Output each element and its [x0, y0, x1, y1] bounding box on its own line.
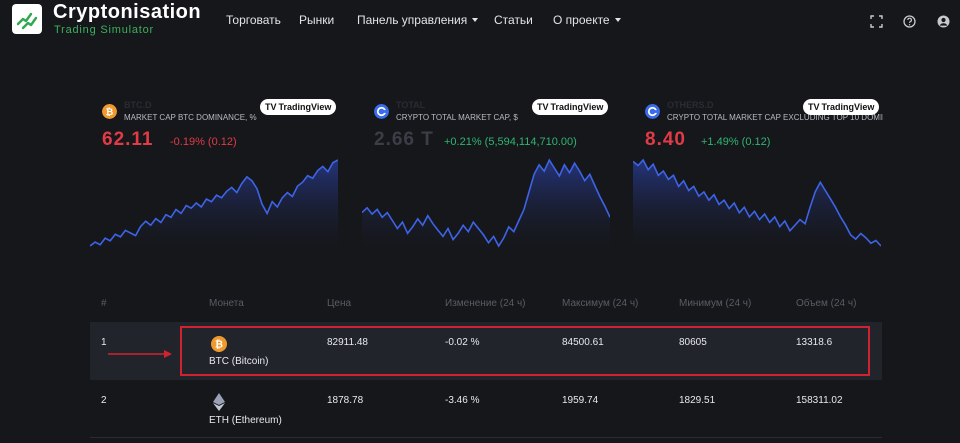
- svg-text:₿: ₿: [215, 339, 223, 351]
- widget-symbol: BTC.D: [124, 100, 152, 110]
- header-coin[interactable]: Монета: [209, 298, 244, 309]
- nav-dashboard[interactable]: Панель управления: [357, 13, 479, 27]
- chart-line: [362, 158, 610, 248]
- chart-line: [633, 158, 881, 247]
- header-change[interactable]: Изменение (24 ч): [445, 298, 526, 309]
- chart-area: [633, 160, 881, 252]
- chart-line: [90, 159, 338, 247]
- fullscreen-icon[interactable]: [870, 15, 883, 28]
- svg-text:₿: ₿: [106, 107, 114, 118]
- widget-change: +1.49% (0.12): [701, 136, 771, 148]
- row-low: 80605: [679, 337, 707, 348]
- chart-area: [362, 160, 610, 252]
- row-price: 1878.78: [327, 395, 364, 406]
- row-volume: 13318.6: [796, 337, 833, 348]
- widget-description: CRYPTO TOTAL MARKET CAP, $: [396, 113, 518, 122]
- widget-total-market-cap[interactable]: TOTAL CRYPTO TOTAL MARKET CAP, $ TV Tradi…: [362, 96, 610, 268]
- arrow-right-icon: [108, 350, 172, 358]
- chevron-down-icon: [614, 18, 621, 22]
- nav-markets[interactable]: Рынки: [299, 13, 335, 27]
- header-price[interactable]: Цена: [327, 298, 352, 309]
- header-low[interactable]: Минимум (24 ч): [679, 298, 752, 309]
- tradingview-badge[interactable]: TV TradingView: [532, 99, 609, 115]
- widget-value: 2.66 T: [374, 129, 434, 150]
- row-high: 1959.74: [562, 395, 599, 406]
- chevron-down-icon: [472, 18, 479, 22]
- widget-change: +0.21% (5,594,114,710.00): [444, 136, 577, 148]
- row-change: -3.46 %: [445, 395, 480, 406]
- tradingview-logo-icon: TV: [808, 102, 820, 112]
- tradingview-badge[interactable]: TV TradingView: [803, 99, 880, 115]
- help-icon[interactable]: [903, 15, 916, 28]
- header-volume[interactable]: Объем (24 ч): [796, 298, 857, 309]
- widget-chart: [90, 159, 338, 252]
- header-high[interactable]: Максимум (24 ч): [562, 298, 639, 309]
- widget-chart: [633, 158, 881, 252]
- bitcoin-icon: ₿: [102, 104, 117, 119]
- row-change: -0.02 %: [445, 337, 480, 348]
- logo-icon: [16, 12, 38, 30]
- nav-articles[interactable]: Статьи: [494, 13, 533, 27]
- others-icon: [645, 104, 660, 119]
- row-coin-name[interactable]: ETH (Ethereum): [209, 415, 282, 426]
- widget-btc-dominance[interactable]: ₿ BTC.D MARKET CAP BTC DOMINANCE, % TV Tr…: [90, 96, 338, 268]
- widget-others-dominance[interactable]: OTHERS.D CRYPTO TOTAL MARKET CAP EXCLUDI…: [633, 96, 883, 268]
- row-low: 1829.51: [679, 395, 716, 406]
- widget-symbol: OTHERS.D: [667, 100, 714, 110]
- widget-description: CRYPTO TOTAL MARKET CAP EXCLUDING TOP 10…: [667, 113, 883, 122]
- row-divider: [90, 437, 882, 438]
- bitcoin-icon: ₿: [211, 336, 227, 352]
- nav-about[interactable]: О проекте: [553, 13, 621, 27]
- widget-value: 8.40: [645, 129, 686, 150]
- nav-trade[interactable]: Торговать: [226, 13, 281, 27]
- chart-area: [90, 160, 338, 252]
- tradingview-logo-icon: TV: [537, 102, 549, 112]
- ethereum-icon: [213, 393, 225, 411]
- widget-change: -0.19% (0.12): [170, 136, 237, 148]
- top-navbar: Cryptonisation Trading Simulator Торгова…: [0, 0, 960, 44]
- crypto-total-icon: [374, 104, 389, 119]
- tradingview-badge[interactable]: TV TradingView: [260, 99, 337, 115]
- widget-description: MARKET CAP BTC DOMINANCE, %: [124, 113, 257, 122]
- widget-value: 62.11: [102, 129, 154, 150]
- tradingview-logo-icon: TV: [265, 102, 277, 112]
- row-high: 84500.61: [562, 337, 604, 348]
- row-price: 82911.48: [327, 337, 368, 348]
- account-icon[interactable]: [937, 15, 950, 28]
- row-coin-name[interactable]: BTC (Bitcoin): [209, 356, 269, 367]
- brand-subtitle: Trading Simulator: [54, 24, 155, 36]
- brand-title[interactable]: Cryptonisation: [53, 1, 202, 23]
- highlight-box: [180, 326, 870, 376]
- row-rank: 1: [101, 337, 107, 348]
- logo[interactable]: [12, 4, 42, 34]
- row-volume: 158311.02: [796, 395, 843, 406]
- widget-symbol: TOTAL: [396, 100, 426, 110]
- widget-chart: [362, 158, 610, 252]
- row-rank: 2: [101, 395, 107, 406]
- header-rank: #: [101, 298, 107, 309]
